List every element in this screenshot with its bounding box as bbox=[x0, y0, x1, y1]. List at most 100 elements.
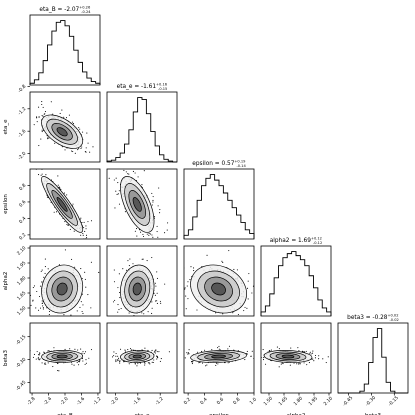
sample-point bbox=[46, 138, 49, 140]
density-layer bbox=[111, 347, 170, 367]
sample-point bbox=[151, 234, 153, 236]
sample-point bbox=[119, 348, 122, 350]
sample-point bbox=[44, 363, 46, 365]
sample-point bbox=[144, 361, 146, 363]
sample-point bbox=[185, 295, 187, 297]
x-tick-label: -0.45 bbox=[342, 395, 355, 408]
contour-level bbox=[211, 282, 226, 296]
sample-point bbox=[86, 240, 87, 241]
sample-point bbox=[152, 199, 154, 202]
sample-point bbox=[119, 296, 121, 299]
sample-point bbox=[143, 170, 145, 172]
sample-point bbox=[322, 358, 324, 360]
x-tick-label: 1.0 bbox=[249, 397, 258, 406]
sample-point bbox=[290, 347, 292, 349]
sample-point bbox=[33, 285, 36, 287]
sample-point bbox=[151, 312, 153, 315]
panel-beta3-vs-beta3: -0.45 -0.30 -0.15 beta3 bbox=[337, 322, 409, 415]
sample-point bbox=[217, 347, 219, 349]
sample-point bbox=[191, 361, 193, 363]
sample-point bbox=[41, 103, 43, 106]
sample-point bbox=[156, 230, 158, 233]
sample-point bbox=[217, 363, 219, 365]
panel-beta3-vs-alpha2: 1.501.651.801.952.10 alpha2 bbox=[260, 322, 334, 415]
sample-point bbox=[41, 362, 43, 364]
sample-point bbox=[52, 315, 53, 316]
sample-point bbox=[54, 142, 56, 144]
sample-point bbox=[160, 302, 162, 304]
panel-title-alpha2: alpha2 = 1.69+0.12 -0.12 bbox=[270, 237, 323, 245]
title-upper-error: +0.16 bbox=[156, 83, 168, 87]
sample-point bbox=[72, 203, 74, 205]
sample-point bbox=[168, 351, 170, 353]
sample-point bbox=[246, 307, 248, 309]
sample-point bbox=[80, 217, 82, 219]
sample-point bbox=[119, 291, 121, 294]
y-tick-label: -1.6 bbox=[17, 128, 28, 139]
panel-title-epsilon: epsilon = 0.57+0.19 -0.14 bbox=[192, 160, 246, 168]
sample-point bbox=[264, 363, 267, 365]
sample-point bbox=[139, 362, 141, 364]
sample-point bbox=[297, 347, 299, 349]
sample-point bbox=[30, 304, 32, 306]
sample-point bbox=[46, 196, 48, 198]
sample-point bbox=[85, 225, 87, 227]
sample-point bbox=[82, 131, 84, 133]
sample-point bbox=[278, 366, 280, 368]
sample-point bbox=[151, 301, 153, 303]
sample-point bbox=[154, 294, 156, 296]
sample-point bbox=[156, 355, 158, 358]
sample-point bbox=[53, 211, 55, 213]
sample-point bbox=[37, 174, 40, 176]
sample-point bbox=[280, 363, 282, 365]
sample-point bbox=[72, 150, 74, 153]
sample-point bbox=[73, 230, 75, 232]
sample-point bbox=[150, 244, 151, 245]
sample-point bbox=[155, 349, 157, 351]
sample-point bbox=[35, 169, 37, 170]
sample-point bbox=[55, 211, 58, 213]
sample-point bbox=[82, 351, 84, 353]
sample-point bbox=[113, 179, 115, 181]
sample-point bbox=[77, 361, 79, 363]
sample-point bbox=[309, 351, 311, 353]
sample-point bbox=[310, 353, 312, 355]
sample-point bbox=[119, 361, 121, 363]
sample-point bbox=[140, 231, 142, 233]
sample-point bbox=[63, 116, 65, 118]
sample-point bbox=[30, 350, 31, 352]
sample-point bbox=[144, 347, 146, 349]
y-tick-label: -0.45 bbox=[15, 379, 28, 392]
sample-point bbox=[79, 128, 81, 130]
sample-point bbox=[191, 363, 193, 365]
sample-point bbox=[156, 292, 158, 294]
sample-point bbox=[221, 260, 223, 262]
x-tick-label: -2.4 bbox=[43, 396, 54, 407]
sample-point bbox=[115, 177, 117, 179]
x-axis-label: alpha2 bbox=[287, 413, 306, 415]
sample-point bbox=[73, 364, 75, 366]
sample-point bbox=[38, 354, 40, 356]
sample-point bbox=[301, 350, 303, 352]
sample-point bbox=[128, 363, 130, 365]
sample-point bbox=[188, 353, 190, 355]
sample-point bbox=[36, 121, 38, 123]
sample-point bbox=[113, 281, 116, 283]
sample-point bbox=[318, 358, 320, 360]
sample-point bbox=[72, 122, 75, 125]
sample-point bbox=[118, 309, 120, 311]
sample-point bbox=[61, 146, 63, 148]
sample-point bbox=[87, 294, 89, 296]
sample-point bbox=[35, 166, 36, 167]
sample-point bbox=[41, 269, 43, 271]
sample-point bbox=[53, 347, 55, 349]
sample-point bbox=[81, 221, 83, 224]
sample-point bbox=[186, 352, 188, 354]
sample-point bbox=[58, 186, 60, 188]
sample-point bbox=[45, 174, 47, 176]
sample-point bbox=[148, 362, 150, 364]
sample-point bbox=[41, 129, 43, 131]
sample-point bbox=[115, 190, 117, 192]
sample-point bbox=[136, 228, 138, 230]
sample-point bbox=[86, 132, 88, 134]
